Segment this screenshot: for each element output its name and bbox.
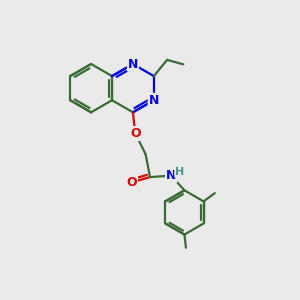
Text: N: N [149,94,159,107]
Text: O: O [126,176,137,189]
Text: N: N [166,169,176,182]
Text: N: N [128,58,138,70]
Text: H: H [175,167,184,177]
Text: O: O [130,127,141,140]
